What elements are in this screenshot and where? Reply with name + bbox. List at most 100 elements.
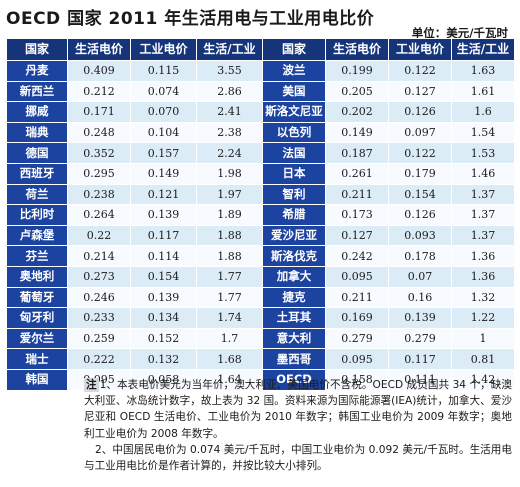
country-cell: 奥地利 <box>6 265 68 288</box>
value-cell: 0.261 <box>325 162 389 185</box>
value-cell: 1.88 <box>196 224 263 247</box>
value-cell: 1.37 <box>451 224 515 247</box>
value-cell: 1.97 <box>196 183 263 206</box>
header-country-left: 国家 <box>6 38 68 61</box>
footnote-1-text: 1、本表电价美元为当年价，澳大利亚、美国电价不含税。OECD 成员国共 34 个… <box>84 379 512 440</box>
country-cell: 挪威 <box>6 101 68 123</box>
value-cell: 0.095 <box>325 348 389 370</box>
value-cell: 1.77 <box>196 265 263 288</box>
country-cell: 丹麦 <box>6 60 68 82</box>
value-cell: 2.24 <box>196 142 263 164</box>
value-cell: 0.233 <box>67 307 131 329</box>
value-cell: 0.179 <box>388 162 452 185</box>
value-cell: 2.86 <box>196 80 263 103</box>
table-row: 瑞典 0.248 0.104 2.38 以色列 0.149 0.097 1.54 <box>6 121 515 144</box>
value-cell: 1.68 <box>196 348 263 370</box>
table-row: 挪威 0.171 0.070 2.41 斯洛文尼亚 0.202 0.126 1.6 <box>6 101 515 123</box>
country-cell: 意大利 <box>262 327 326 350</box>
value-cell: 0.127 <box>388 80 452 103</box>
value-cell: 0.169 <box>325 307 389 329</box>
value-cell: 1.98 <box>196 162 263 185</box>
value-cell: 0.16 <box>388 286 452 309</box>
value-cell: 0.259 <box>67 327 131 350</box>
country-cell: 墨西哥 <box>262 348 326 370</box>
value-cell: 0.81 <box>451 348 515 370</box>
value-cell: 0.152 <box>130 327 197 350</box>
value-cell: 1.63 <box>451 60 515 82</box>
country-cell: 西班牙 <box>6 162 68 185</box>
price-table: 国家 生活电价 工业电价 生活/工业 国家 生活电价 工业电价 生活/工业 丹麦… <box>6 38 515 391</box>
value-cell: 0.222 <box>67 348 131 370</box>
country-cell: 日本 <box>262 162 326 185</box>
value-cell: 0.178 <box>388 245 452 267</box>
value-cell: 1.89 <box>196 204 263 226</box>
value-cell: 0.154 <box>130 265 197 288</box>
value-cell: 0.095 <box>325 265 389 288</box>
value-cell: 0.211 <box>325 183 389 206</box>
value-cell: 0.139 <box>388 307 452 329</box>
country-cell: 葡萄牙 <box>6 286 68 309</box>
footnote-2: 2、中国居民电价为 0.074 美元/千瓦时，中国工业电价为 0.092 美元/… <box>84 442 512 474</box>
value-cell: 0.214 <box>67 245 131 267</box>
table-body: 丹麦 0.409 0.115 3.55 波兰 0.199 0.122 1.63 新西兰 0.212… <box>6 60 515 391</box>
table-row: 爱尔兰 0.259 0.152 1.7 意大利 0.279 0.279 1 <box>6 327 515 350</box>
value-cell: 0.139 <box>130 204 197 226</box>
value-cell: 0.126 <box>388 204 452 226</box>
country-cell: 卢森堡 <box>6 224 68 247</box>
table-row: 奥地利 0.273 0.154 1.77 加拿大 0.095 0.07 1.36 <box>6 265 515 288</box>
table-row: 新西兰 0.212 0.074 2.86 美国 0.205 0.127 1.61 <box>6 80 515 103</box>
value-cell: 0.187 <box>325 142 389 164</box>
header-ratio-left: 生活/工业 <box>196 38 263 61</box>
value-cell: 0.154 <box>388 183 452 206</box>
country-cell: 荷兰 <box>6 183 68 206</box>
header-ratio-right: 生活/工业 <box>451 38 515 61</box>
value-cell: 0.07 <box>388 265 452 288</box>
value-cell: 1.36 <box>451 245 515 267</box>
table-row: 韩国 0.095 0.058 1.64 OECD 0.158 0.111 1.42 <box>6 368 515 391</box>
value-cell: 1.54 <box>451 121 515 144</box>
value-cell: 0.273 <box>67 265 131 288</box>
country-cell: 智利 <box>262 183 326 206</box>
value-cell: 0.070 <box>130 101 197 123</box>
value-cell: 0.127 <box>325 224 389 247</box>
value-cell: 0.114 <box>130 245 197 267</box>
unit-label: 单位：美元/千瓦时 <box>411 26 508 40</box>
value-cell: 0.279 <box>325 327 389 350</box>
table-row: 瑞士 0.222 0.132 1.68 墨西哥 0.095 0.117 0.81 <box>6 348 515 370</box>
header-industrial-left: 工业电价 <box>130 38 197 61</box>
value-cell: 0.097 <box>388 121 452 144</box>
country-cell: 新西兰 <box>6 80 68 103</box>
value-cell: 3.55 <box>196 60 263 82</box>
value-cell: 0.264 <box>67 204 131 226</box>
table-header-row: 国家 生活电价 工业电价 生活/工业 国家 生活电价 工业电价 生活/工业 <box>6 38 515 61</box>
country-cell: 波兰 <box>262 60 326 82</box>
value-cell: 0.352 <box>67 142 131 164</box>
country-cell: OECD <box>262 368 326 391</box>
country-cell: 斯洛文尼亚 <box>262 101 326 123</box>
value-cell: 0.211 <box>325 286 389 309</box>
table-row: 匈牙利 0.233 0.134 1.74 土耳其 0.169 0.139 1.22 <box>6 307 515 329</box>
header-residential-right: 生活电价 <box>325 38 389 61</box>
value-cell: 0.248 <box>67 121 131 144</box>
country-cell: 美国 <box>262 80 326 103</box>
header-residential-left: 生活电价 <box>67 38 131 61</box>
value-cell: 1.88 <box>196 245 263 267</box>
value-cell: 0.22 <box>67 224 131 247</box>
table-row: 荷兰 0.238 0.121 1.97 智利 0.211 0.154 1.37 <box>6 183 515 206</box>
table-row: 芬兰 0.214 0.114 1.88 斯洛伐克 0.242 0.178 1.36 <box>6 245 515 267</box>
table-row: 丹麦 0.409 0.115 3.55 波兰 0.199 0.122 1.63 <box>6 60 515 82</box>
country-cell: 芬兰 <box>6 245 68 267</box>
country-cell: 比利时 <box>6 204 68 226</box>
country-cell: 爱尔兰 <box>6 327 68 350</box>
header-country-right: 国家 <box>262 38 326 61</box>
value-cell: 0.202 <box>325 101 389 123</box>
footnotes: 注 1、本表电价美元为当年价，澳大利亚、美国电价不含税。OECD 成员国共 34 … <box>84 377 512 474</box>
country-cell: 土耳其 <box>262 307 326 329</box>
value-cell: 1.61 <box>451 80 515 103</box>
country-cell: 希腊 <box>262 204 326 226</box>
country-cell: 瑞典 <box>6 121 68 144</box>
country-cell: 瑞士 <box>6 348 68 370</box>
value-cell: 0.212 <box>67 80 131 103</box>
value-cell: 1.32 <box>451 286 515 309</box>
country-cell: 法国 <box>262 142 326 164</box>
